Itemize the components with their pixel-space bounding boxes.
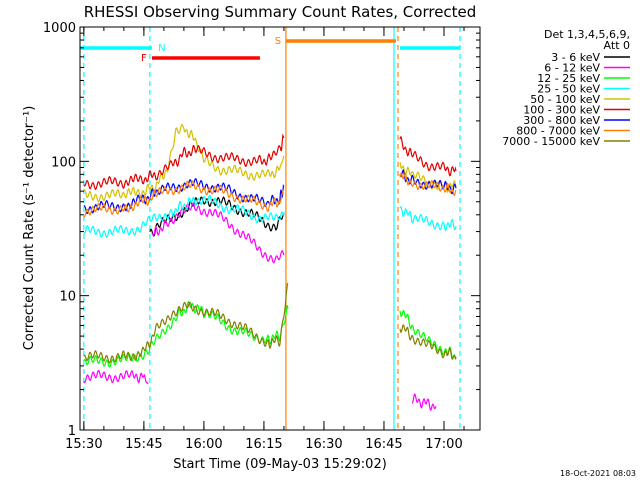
series-line-100-300-kev (83, 133, 285, 191)
x-tick-label: 16:45 (365, 437, 402, 452)
y-tick-label: 1 (68, 424, 76, 439)
series-line-12-25-kev (399, 309, 457, 361)
y-axis: 1 10 100 1000 (43, 21, 480, 439)
footer-timestamp: 18-Oct-2021 08:03 (560, 469, 636, 478)
plot-body: NF S (80, 27, 461, 430)
x-tick-label: 17:00 (425, 437, 462, 452)
x-tick-label: 15:45 (125, 437, 162, 452)
series-line-100-300-kev (399, 135, 457, 177)
legend-entry: 3 - 6 keV (551, 51, 600, 64)
legend-entry: 6 - 12 keV (544, 62, 600, 75)
legend-entry: 7000 - 15000 keV (502, 135, 600, 148)
series-line-25-50-kev (83, 194, 285, 239)
legend-entry: 300 - 800 keV (523, 114, 600, 127)
series-line-50-100-kev (83, 124, 285, 203)
series-line-12-25-kev (83, 300, 289, 368)
y-axis-label: Corrected Count Rate (s⁻¹ detector⁻¹) (22, 106, 37, 351)
series-line-7000-15000-kev (399, 324, 457, 361)
y-tick-label: 100 (51, 155, 76, 170)
legend-entry: 25 - 50 keV (537, 83, 600, 96)
series-line-800-7000-kev (83, 180, 285, 218)
x-axis-label: Start Time (09-May-03 15:29:02) (173, 457, 387, 472)
y-tick-label: 10 (59, 290, 76, 305)
legend-header: Det 1,3,4,5,6,9, (544, 28, 630, 41)
chart-title: RHESSI Observing Summary Count Rates, Co… (84, 3, 477, 21)
x-tick-label: 16:15 (245, 437, 282, 452)
series-line-3-6-kev (149, 196, 285, 237)
x-tick-label: 15:30 (65, 437, 102, 452)
series-line-6-12-kev (411, 393, 437, 412)
series-line-7000-15000-kev (83, 282, 289, 364)
flag-label-s: S (275, 36, 281, 47)
flag-label-f: F (141, 53, 147, 64)
series-line-800-7000-kev (399, 172, 457, 197)
legend-entry: 100 - 300 keV (523, 104, 600, 117)
legend-header: Att 0 (604, 39, 630, 52)
series-line-6-12-kev (151, 202, 285, 264)
legend-entry: 50 - 100 keV (530, 93, 600, 106)
y-tick-label: 1000 (43, 21, 76, 36)
legend-entry: 800 - 7000 keV (516, 125, 600, 138)
x-axis: 15:30 15:45 16:00 16:15 16:30 16:45 17:00 (65, 27, 465, 452)
series-line-6-12-kev (83, 369, 149, 385)
x-tick-label: 16:00 (185, 437, 222, 452)
x-tick-label: 16:30 (305, 437, 342, 452)
plot-frame (79, 26, 481, 431)
series-line-25-50-kev (399, 206, 457, 232)
series-line-300-800-kev (83, 178, 285, 214)
flag-label-n: N (158, 43, 165, 54)
legend-entry: 12 - 25 keV (537, 72, 600, 85)
